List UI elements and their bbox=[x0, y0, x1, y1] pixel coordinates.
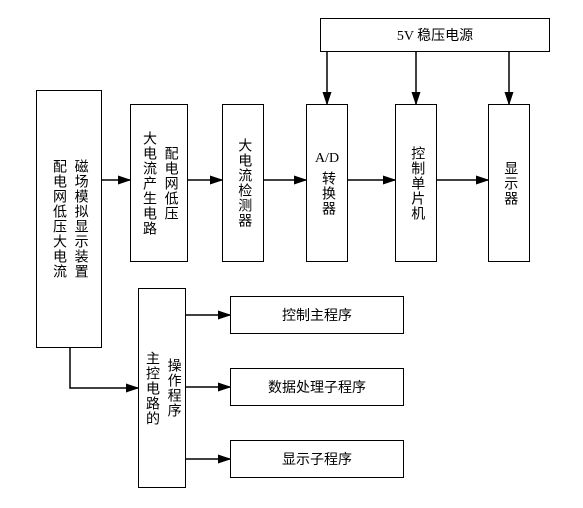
node-dataproc-label: 数据处理子程序 bbox=[260, 373, 374, 401]
node-mainproc: 主控电路的操作程序 bbox=[138, 288, 186, 488]
node-mcu-label: 控制单片机 bbox=[405, 146, 427, 221]
node-gen: 大电流产生电路配电网低压 bbox=[130, 104, 188, 262]
node-mcu: 控制单片机 bbox=[395, 104, 437, 262]
node-adc-label-top: A/D bbox=[315, 151, 339, 167]
node-left-col-1: 磁场模拟显示装置 bbox=[70, 159, 90, 279]
node-detect-label: 大电流检测器 bbox=[232, 138, 254, 228]
node-ctrl: 控制主程序 bbox=[230, 296, 404, 334]
node-power-label: 5V 稳压电源 bbox=[389, 21, 481, 49]
node-detect: 大电流检测器 bbox=[222, 104, 264, 262]
arrow-8 bbox=[70, 348, 138, 388]
node-left-col-0: 配电网低压大电流 bbox=[48, 159, 68, 279]
node-adc-label-rest: 转换器 bbox=[317, 171, 337, 216]
node-power: 5V 稳压电源 bbox=[320, 18, 550, 52]
node-display-label: 显示器 bbox=[498, 161, 520, 206]
node-mainproc-col-0: 主控电路的 bbox=[141, 351, 161, 426]
node-gen-col-0: 大电流产生电路 bbox=[138, 131, 158, 236]
node-dataproc: 数据处理子程序 bbox=[230, 368, 404, 406]
node-display: 显示器 bbox=[488, 104, 530, 262]
node-adc: A/D 转换器 bbox=[306, 104, 348, 262]
node-mainproc-col-1: 操作程序 bbox=[163, 358, 183, 418]
node-dispsub-label: 显示子程序 bbox=[274, 445, 360, 473]
node-dispsub: 显示子程序 bbox=[230, 440, 404, 478]
node-ctrl-label: 控制主程序 bbox=[274, 301, 360, 329]
node-gen-col-1: 配电网低压 bbox=[160, 146, 180, 221]
node-left: 配电网低压大电流磁场模拟显示装置 bbox=[36, 90, 102, 348]
